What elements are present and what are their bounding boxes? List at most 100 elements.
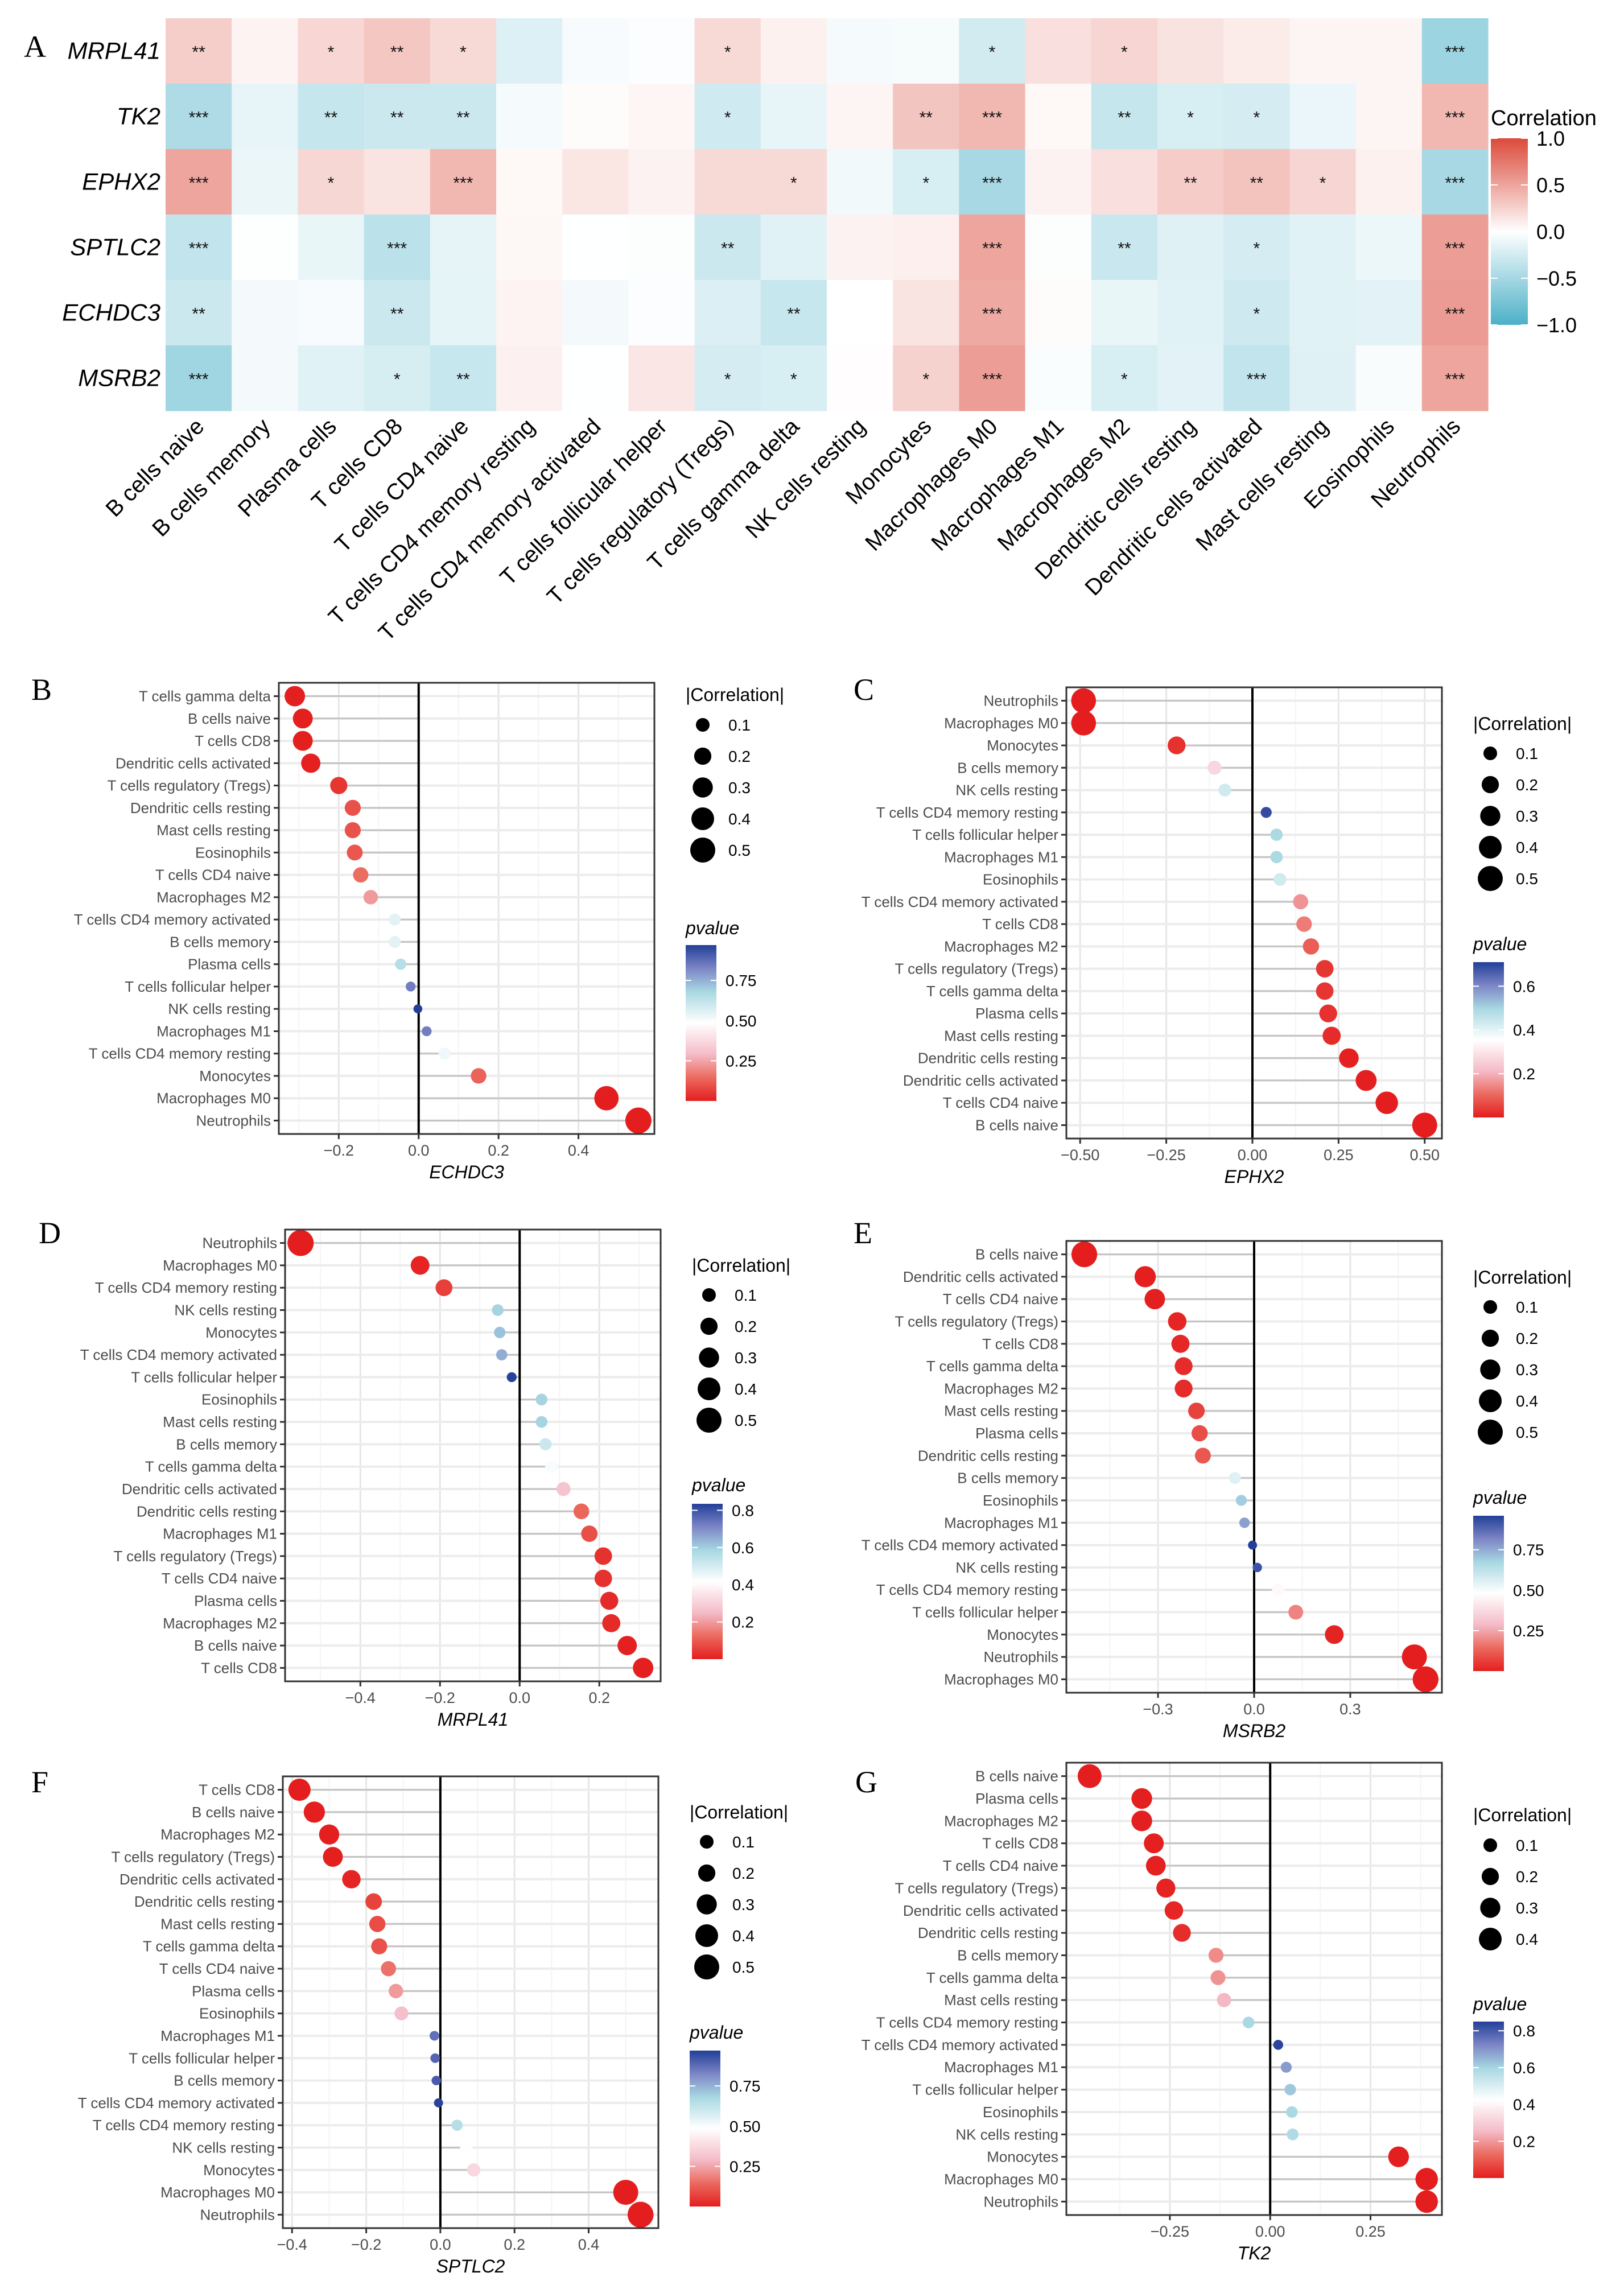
cell-type-label: Mast cells resting (944, 1991, 1058, 2008)
heatmap-cell (1157, 149, 1224, 215)
cell-type-label: T cells regulatory (Tregs) (895, 960, 1058, 978)
heatmap-cell (1223, 280, 1290, 346)
size-legend-label: 0.4 (1516, 1392, 1538, 1410)
cell-type-label: Dendritic cells activated (903, 1902, 1058, 1919)
x-tick-label: 0.2 (588, 1689, 610, 1706)
cell-type-label: Plasma cells (188, 956, 271, 973)
cell-type-label: Mast cells resting (163, 1413, 277, 1430)
plot-border (282, 1775, 660, 2229)
heatmap-cell (959, 280, 1026, 346)
cell-type-label: T cells gamma delta (139, 688, 271, 705)
heatmap-cell (628, 345, 695, 411)
cell-type-label: NK cells resting (955, 2126, 1058, 2143)
heatmap-cell (562, 345, 629, 411)
heatmap-cell (562, 84, 629, 150)
panel-letter: C (854, 673, 874, 707)
significance-stars: * (328, 174, 335, 193)
size-legend-dot (700, 1835, 714, 1849)
lollipop-point (633, 1657, 654, 1678)
lollipop-point (1131, 1788, 1152, 1809)
cell-type-label: T cells regulatory (Tregs) (111, 1849, 275, 1866)
cell-type-label: Macrophages M2 (944, 1812, 1058, 1829)
lollipop-point (451, 2119, 463, 2131)
cell-type-label: B cells memory (170, 933, 271, 950)
size-legend-dot (1479, 1389, 1502, 1412)
lollipop-point (330, 777, 348, 794)
lollipop-point (496, 1349, 508, 1360)
significance-stars: *** (1445, 240, 1465, 258)
size-legend-label: 0.5 (732, 1958, 755, 1976)
significance-stars: ** (456, 109, 470, 127)
heatmap-cell (694, 215, 761, 281)
heatmap-cell (694, 18, 761, 84)
heatmap-cell (166, 18, 232, 84)
lollipop-point (600, 1591, 619, 1610)
significance-stars: * (724, 43, 731, 62)
cell-type-label: Macrophages M0 (944, 1671, 1058, 1688)
size-legend-label: 0.4 (728, 810, 751, 828)
heatmap-cell (893, 345, 959, 411)
cell-type-label: Eosinophils (199, 2005, 275, 2022)
lollipop-point (344, 822, 361, 839)
pvalue-legend-title: pvalue (689, 2022, 743, 2043)
heatmap-cell (1355, 84, 1423, 150)
heatmap-cell (760, 84, 827, 150)
panel-letter: D (39, 1216, 61, 1250)
cell-type-label: Macrophages M0 (944, 715, 1058, 732)
cell-type-label: Mast cells resting (944, 1027, 1058, 1044)
cell-type-label: Monocytes (987, 2148, 1058, 2166)
panel-letter-a: A (24, 30, 46, 64)
significance-stars: ** (1118, 240, 1131, 258)
heatmap-cell (232, 149, 298, 215)
size-legend-dot (1479, 1928, 1502, 1950)
heatmap-cell (1025, 18, 1092, 84)
lollipop-point (319, 1824, 340, 1845)
significance-stars: *** (1247, 370, 1267, 389)
significance-stars: *** (982, 174, 1002, 193)
pvalue-legend-tick: 0.25 (729, 2158, 761, 2175)
pvalue-legend-tick: 0.75 (1513, 1541, 1544, 1559)
heatmap-cell (1355, 345, 1423, 411)
size-legend-label: 0.5 (1516, 1424, 1538, 1441)
lollipop-point (1134, 1266, 1156, 1288)
size-legend-label: 0.3 (735, 1349, 757, 1367)
heatmap-cell (1091, 84, 1158, 150)
plot-border (284, 1228, 662, 1682)
size-legend-dot (1478, 866, 1503, 891)
lollipop-point (1242, 2016, 1255, 2028)
lollipop-point (1415, 2190, 1438, 2213)
heatmap-cell (1157, 18, 1224, 84)
lollipop-point (535, 1416, 548, 1428)
lollipop-point (1171, 1334, 1190, 1353)
lollipop-point (1174, 1357, 1193, 1375)
cell-type-label: Macrophages M1 (944, 848, 1058, 865)
lollipop-point (1239, 1517, 1250, 1528)
cell-type-label: B cells memory (174, 2072, 275, 2089)
lollipop-point (394, 2006, 409, 2020)
cell-type-label: Dendritic cells resting (918, 1924, 1058, 1941)
lollipop-point (438, 1047, 451, 1060)
heatmap-cell (1355, 18, 1423, 84)
heatmap-cell (232, 345, 298, 411)
size-legend-dot (699, 1347, 719, 1368)
heatmap-cell (562, 149, 629, 215)
heatmap-cell (1289, 280, 1357, 346)
x-tick-label: −0.3 (1143, 1701, 1173, 1718)
heatmap-cell (1355, 215, 1423, 281)
heatmap-cell (1025, 280, 1092, 346)
significance-stars: * (1187, 109, 1194, 127)
significance-stars: ** (1250, 174, 1264, 193)
significance-stars: * (460, 43, 467, 62)
lollipop-point (1339, 1048, 1359, 1068)
significance-stars: * (922, 174, 929, 193)
panel-letter: B (31, 673, 52, 707)
lollipop-point (395, 958, 407, 970)
heatmap-cell (1421, 149, 1489, 215)
cell-type-label: Macrophages M1 (944, 1514, 1058, 1531)
cell-type-label: Dendritic cells activated (119, 1871, 275, 1888)
size-legend-dot (1481, 1329, 1499, 1347)
cell-type-label: T cells CD4 memory activated (74, 911, 271, 928)
significance-stars: * (724, 370, 731, 389)
pvalue-legend-tick: 0.8 (732, 1502, 754, 1519)
heatmap-cell (694, 345, 761, 411)
